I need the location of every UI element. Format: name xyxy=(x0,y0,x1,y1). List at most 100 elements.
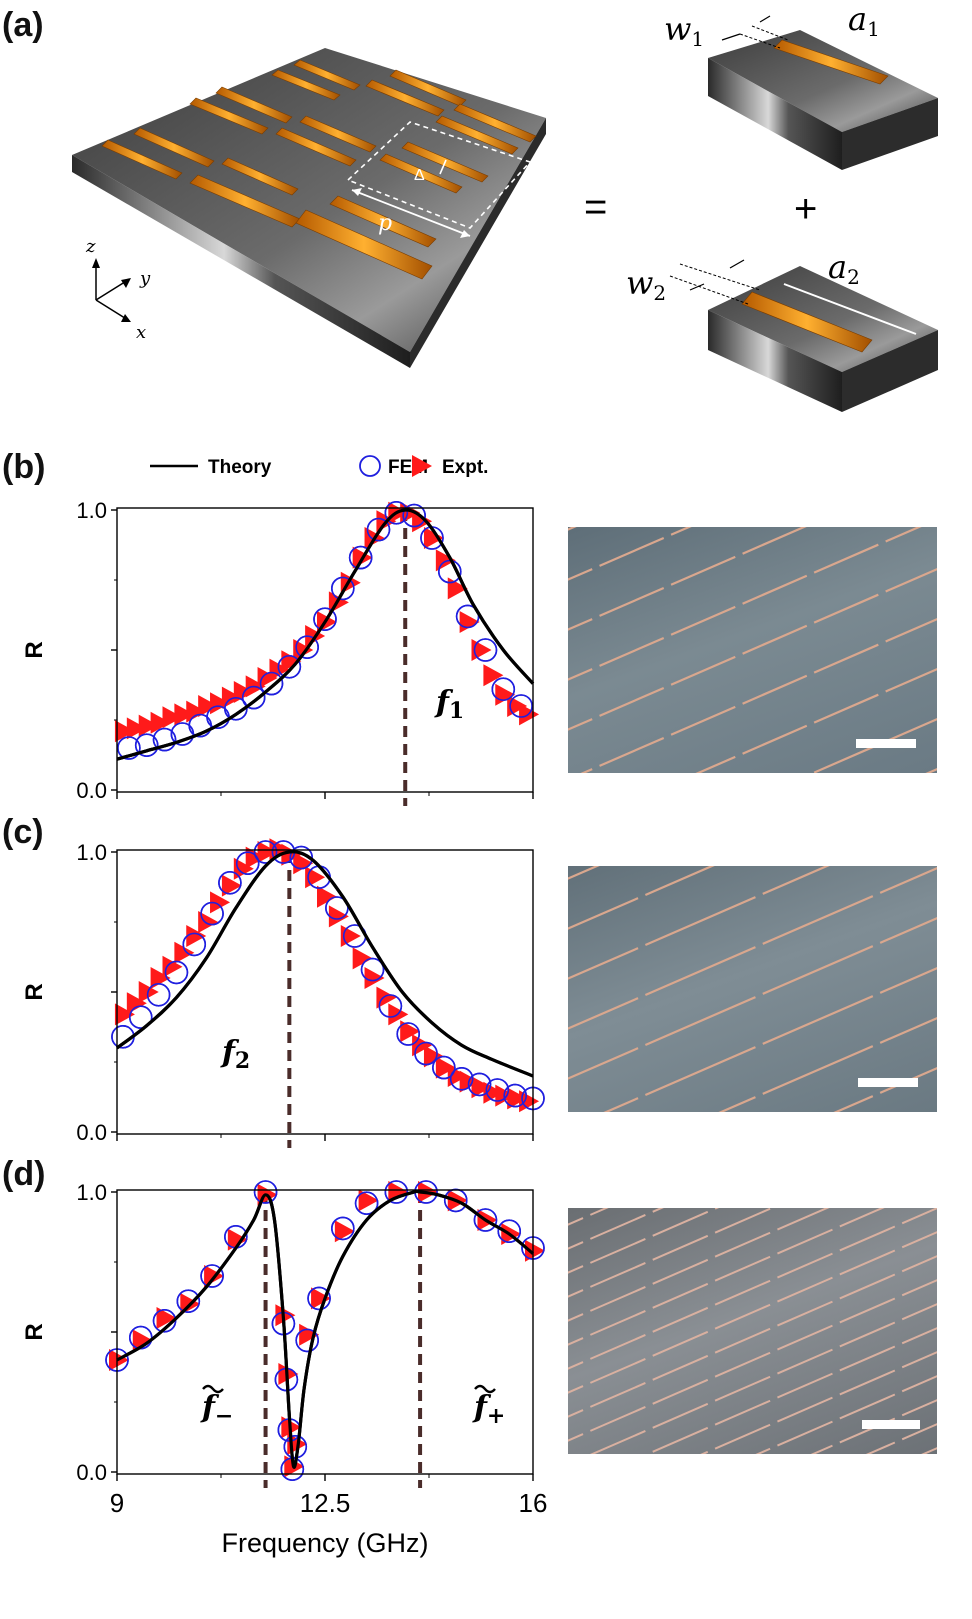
expt-point-8 xyxy=(210,692,231,715)
fem-point-overlay-10 xyxy=(289,845,314,870)
chart-c: 0.0 1.0 Rf2 xyxy=(21,838,545,1148)
expt-point-22 xyxy=(376,986,397,1009)
chart-b: 0.0 1.0 Rf1 xyxy=(21,498,540,806)
x-tick-label-1: 12.5 xyxy=(300,1488,351,1518)
sample-photo-b xyxy=(568,527,937,773)
fem-point-overlay-19 xyxy=(473,1208,498,1232)
fem-point-overlay-6 xyxy=(218,870,242,895)
y-tick-label-0: 0.0 xyxy=(76,778,107,803)
fem-point-overlay-8 xyxy=(253,840,278,864)
expt-point-2 xyxy=(138,714,159,737)
legend-expt-label: Expt. xyxy=(442,457,488,478)
fem-point-overlay-8 xyxy=(259,671,284,696)
expt-point-28 xyxy=(447,1065,468,1087)
expt-point-5 xyxy=(227,1228,248,1251)
expt-point-1 xyxy=(132,1329,153,1352)
theory-curve-overlay xyxy=(116,1189,535,1469)
fem-point-overlay-13 xyxy=(307,1286,331,1311)
schematic-figure: p Δ z y x = + w1 a1 w2 a2 xyxy=(72,0,938,412)
expt-point-21 xyxy=(525,1239,545,1262)
coordinate-axes xyxy=(95,262,129,321)
expt-point-7 xyxy=(275,1304,296,1327)
fem-point-overlay-4 xyxy=(182,932,207,957)
fem-point-overlay-22 xyxy=(503,1083,527,1108)
fem-point-overlay-3 xyxy=(176,1289,201,1313)
unit-cell-box xyxy=(346,121,532,229)
expt-point-27 xyxy=(435,1056,456,1079)
chart-d: 0.0 1.0 Rf− f+ 9 12.5 16 Frequency (GHz) xyxy=(21,1180,547,1558)
y-tick-label-1: 1.0 xyxy=(76,1180,107,1205)
legend-expt-swatch xyxy=(412,455,432,477)
x-tick-label-0: 9 xyxy=(110,1488,124,1518)
plus-sign: + xyxy=(794,187,817,231)
metasurface-slab xyxy=(72,48,546,368)
theory-curve-overlay xyxy=(116,508,535,761)
annotation-f-plus-tilde xyxy=(474,1384,496,1394)
scale-bar-b xyxy=(856,739,916,748)
plot-frame xyxy=(116,507,534,793)
expt-point-10 xyxy=(233,857,254,880)
legend: Theory FEM Expt. xyxy=(150,450,530,482)
period-arrow xyxy=(351,189,471,237)
sample-photo-c xyxy=(568,866,937,1112)
expt-point-14 xyxy=(334,1220,355,1243)
expt-point-4 xyxy=(162,955,183,978)
scale-bar-d xyxy=(862,1420,920,1429)
fem-point-overlay-16 xyxy=(384,1180,409,1204)
expt-point-8 xyxy=(210,891,231,914)
expt-point-12 xyxy=(257,841,278,863)
plot-frame xyxy=(116,1189,534,1475)
fem-point-overlay-6 xyxy=(224,697,248,721)
fem-point-overlay-17 xyxy=(414,1041,438,1066)
y-tick-label-1: 1.0 xyxy=(76,498,107,523)
sample-photo-d xyxy=(568,1208,937,1454)
expt-point-3 xyxy=(150,711,171,734)
expt-point-15 xyxy=(358,1189,379,1212)
expt-point-5 xyxy=(174,703,195,726)
a1-label: a1 xyxy=(848,0,880,41)
y-tick-label-1: 1.0 xyxy=(76,840,107,865)
w2-label: w2 xyxy=(626,264,666,305)
fem-point-overlay-20 xyxy=(473,638,498,662)
expt-point-15 xyxy=(293,639,314,661)
annotation-f1: f1 xyxy=(434,685,464,724)
fem-point-overlay-22 xyxy=(509,694,533,718)
expt-point-6 xyxy=(186,925,207,947)
expt-point-31 xyxy=(483,1081,504,1104)
fem-point-overlay-19 xyxy=(449,1066,474,1091)
expt-point-20 xyxy=(352,947,373,970)
annotation-f2: f2 xyxy=(220,1035,250,1074)
expt-point-26 xyxy=(423,1045,444,1068)
expt-point-21 xyxy=(364,967,385,989)
expt-point-24 xyxy=(400,1020,421,1043)
delta-label: Δ xyxy=(414,167,425,184)
equals-sign: = xyxy=(584,185,607,229)
gold-rod-array xyxy=(101,59,537,280)
expt-point-5 xyxy=(174,941,195,964)
expt-point-6 xyxy=(186,700,207,723)
a2-label: a2 xyxy=(828,248,860,289)
fem-point-overlay-11 xyxy=(313,607,337,631)
expt-point-13 xyxy=(311,1287,332,1310)
expt-point-30 xyxy=(471,1076,492,1099)
fem-point-overlay-15 xyxy=(378,994,403,1018)
panel-label-a: (a) xyxy=(2,6,44,44)
legend-theory-label: Theory xyxy=(208,457,272,478)
axis-z-label: z xyxy=(85,236,96,257)
expt-point-7 xyxy=(198,911,219,933)
fem-point-overlay-14 xyxy=(331,1216,355,1241)
period-label: p xyxy=(378,211,392,236)
expt-point-31 xyxy=(483,664,504,687)
fem-point-overlay-14 xyxy=(360,957,385,982)
fem-point-overlay-12 xyxy=(325,896,349,920)
a2-arrow xyxy=(783,283,917,335)
expt-point-9 xyxy=(221,874,242,897)
fem-point-overlay-1 xyxy=(134,733,159,758)
photo-rods-d xyxy=(568,1208,937,1454)
expt-point-2 xyxy=(156,1307,177,1329)
expt-point-0 xyxy=(114,720,135,743)
annotation-f-minus: f− xyxy=(200,1390,233,1429)
fem-point-overlay-9 xyxy=(277,655,302,679)
panel-label-b: (b) xyxy=(2,448,46,486)
fem-point-overlay-15 xyxy=(384,500,409,525)
